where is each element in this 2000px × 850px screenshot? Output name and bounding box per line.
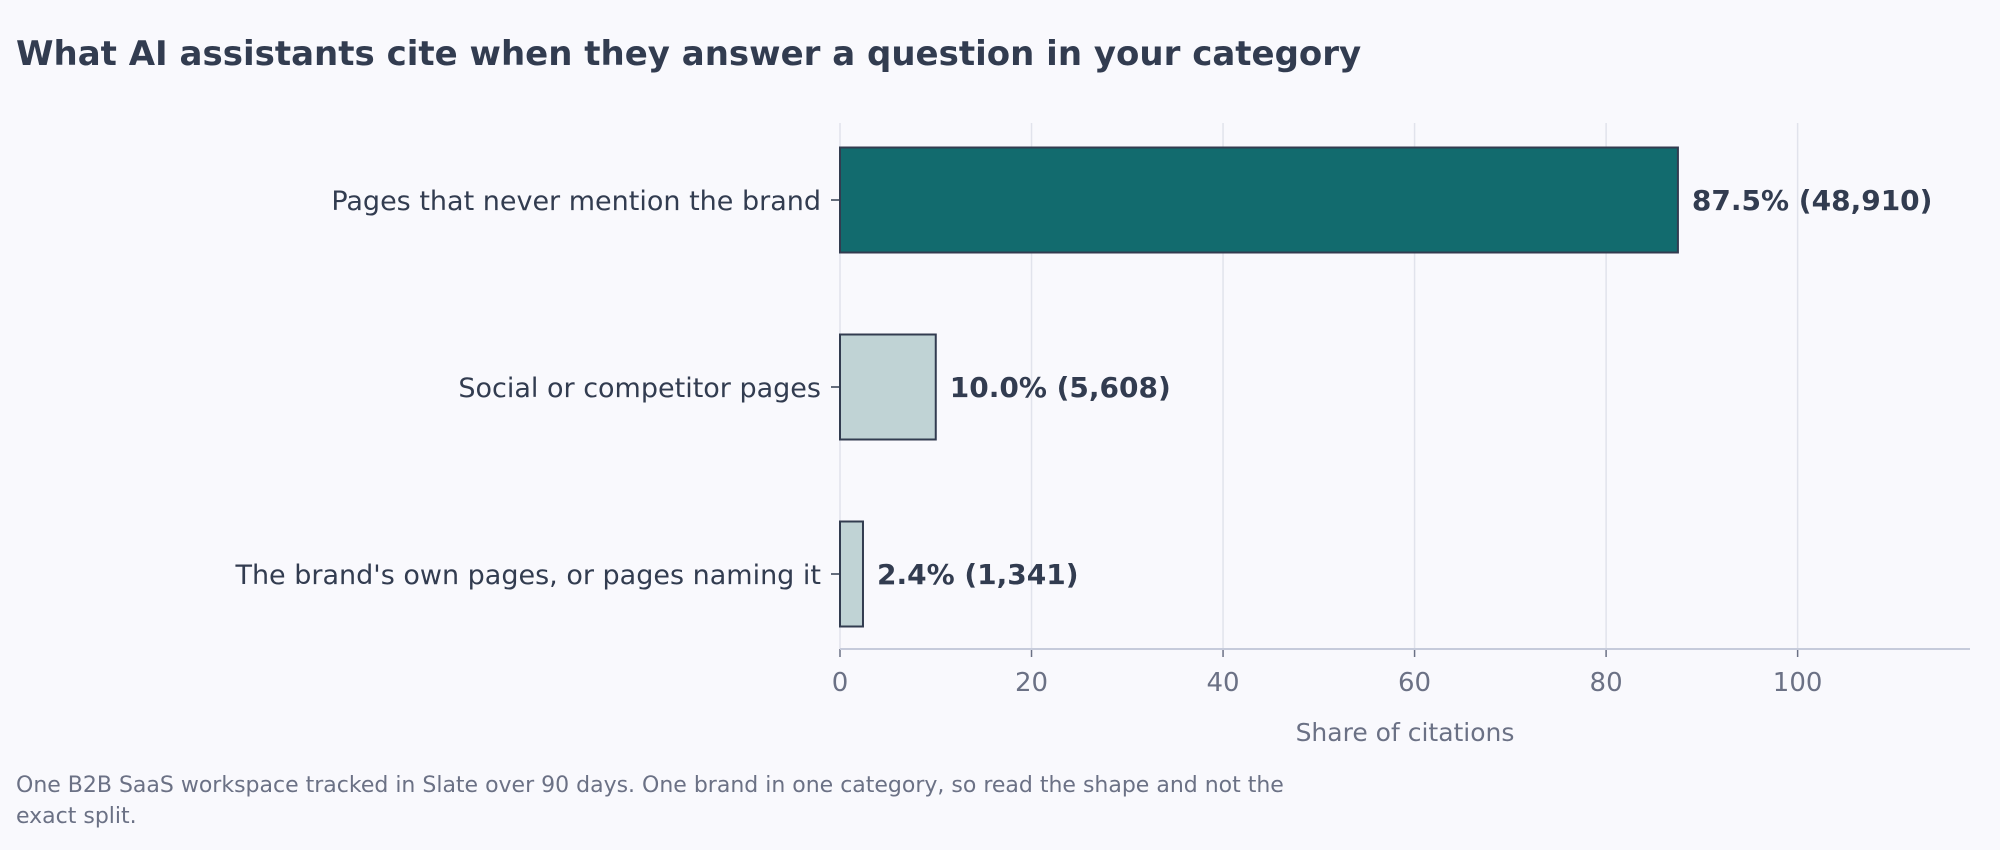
chart-footnote: One B2B SaaS workspace tracked in Slate … <box>16 773 1284 829</box>
bars <box>839 146 1679 628</box>
bar-2 <box>839 520 864 628</box>
bar-value-label: 2.4% (1,341) <box>877 558 1079 591</box>
x-tick-label: 60 <box>1398 668 1431 698</box>
bar-value-label: 10.0% (5,608) <box>950 371 1171 404</box>
category-label: Social or competitor pages <box>458 373 821 404</box>
x-tick-label: 0 <box>832 668 849 698</box>
axes: 0 20 40 60 80 100 Share of citations <box>831 199 1970 747</box>
category-label: Pages that never mention the brand <box>331 186 821 217</box>
x-tick-label: 80 <box>1590 668 1623 698</box>
bar-0 <box>839 146 1679 254</box>
x-axis-title: Share of citations <box>1296 718 1515 747</box>
x-tick-label: 100 <box>1773 668 1823 698</box>
category-label: The brand's own pages, or pages naming i… <box>234 560 821 591</box>
x-tick-label: 20 <box>1015 668 1048 698</box>
x-tick-label: 40 <box>1207 668 1240 698</box>
chart-title: What AI assistants cite when they answer… <box>16 34 1362 74</box>
bar-1 <box>839 333 937 441</box>
labels: Pages that never mention the brand 87.5% … <box>234 184 1932 591</box>
bar-value-label: 87.5% (48,910) <box>1692 184 1933 217</box>
